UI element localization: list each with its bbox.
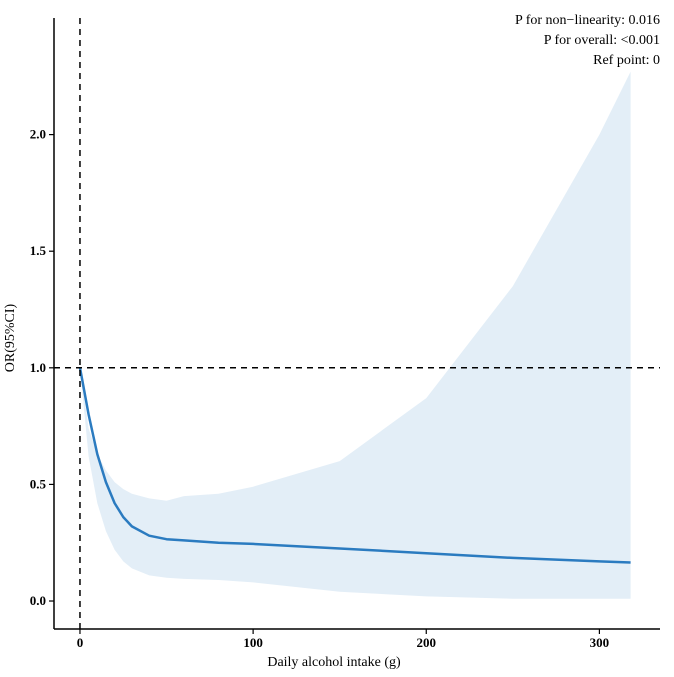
annotation-overall: P for overall: <0.001 [544,33,660,48]
ci-band-layer [80,71,631,599]
y-axis-title: OR(95%CI) [3,303,18,372]
y-tick-label: 0.5 [30,476,47,491]
axes [53,18,660,630]
x-tick-label: 300 [590,635,610,650]
x-tick-label: 0 [77,635,84,650]
y-tick-label: 1.0 [30,360,46,375]
reference-lines [54,18,660,629]
y-tick-label: 1.5 [30,243,47,258]
annotation-ref-point: Ref point: 0 [593,53,660,68]
ticks: 0 100 200 300 0.0 0.5 1.0 1.5 2.0 [30,127,609,650]
y-tick-label: 0.0 [30,593,46,608]
ci-band [80,71,631,599]
x-tick-label: 100 [243,635,263,650]
or-line [78,367,631,564]
y-tick-label: 2.0 [30,127,46,142]
annotation-nonlinearity: P for non−linearity: 0.016 [515,13,660,28]
x-tick-label: 200 [417,635,437,650]
line-layer [78,367,631,564]
x-axis-title: Daily alcohol intake (g) [267,655,401,670]
